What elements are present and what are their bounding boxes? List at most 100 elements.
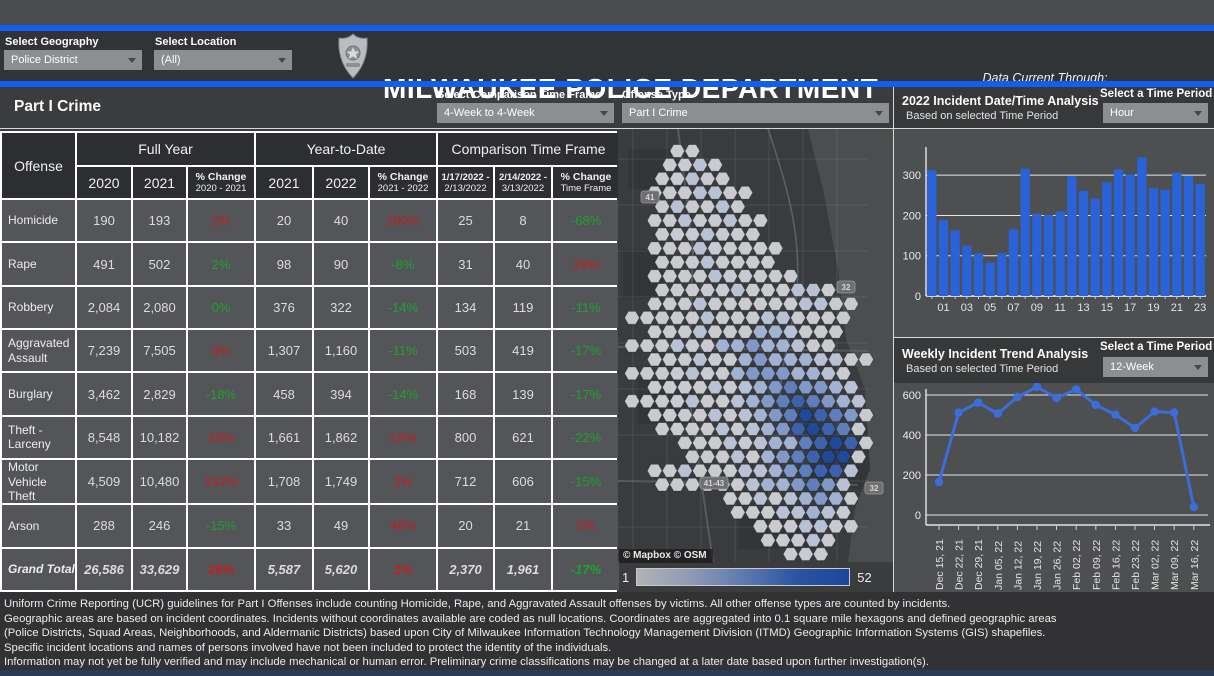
sub-header: % Change Time Frame	[553, 167, 619, 198]
hex-bin	[775, 366, 791, 381]
hex-bin	[707, 380, 723, 395]
hex-bin	[767, 380, 784, 395]
hex-bin	[835, 477, 852, 492]
hex-bin	[835, 394, 852, 409]
value-cell: 2,080	[133, 286, 186, 329]
comparison-select[interactable]: 4-Week to 4-Week	[437, 103, 614, 123]
hex-bin	[639, 394, 655, 409]
offense-cell: Homicide	[2, 200, 75, 242]
group-header-ytd: Year-to-Date	[256, 133, 436, 165]
location-select[interactable]: (All)	[154, 50, 292, 70]
hour-bar	[1125, 174, 1135, 296]
hex-bin	[707, 352, 723, 367]
hex-bin	[782, 269, 799, 283]
hex-bin	[722, 436, 738, 450]
week-point	[1170, 408, 1179, 417]
svg-text:21: 21	[1171, 302, 1183, 314]
hex-bin	[669, 283, 686, 297]
hour-bar	[1043, 215, 1054, 296]
hex-bin	[820, 283, 837, 297]
hex-bin	[752, 519, 769, 534]
hex-bin	[820, 338, 837, 353]
hex-bin	[624, 310, 640, 325]
value-cell: 712	[438, 460, 493, 504]
hex-bin	[669, 366, 686, 381]
hex-bin	[797, 463, 814, 478]
percent-change-cell: -14%	[370, 373, 436, 415]
time-period-select-2[interactable]: 12-Week	[1103, 357, 1208, 377]
part1-crime-table: Offense Full Year Year-to-Date Compariso…	[0, 131, 619, 592]
hex-bin	[729, 227, 746, 242]
crime-hex-map[interactable]: 41 32 41-43 32	[618, 129, 893, 562]
time-period-select-1[interactable]: Hour	[1103, 103, 1208, 123]
hour-chart-title: 2022 Incident Date/Time Analysis	[902, 94, 1099, 108]
percent-change-cell: -68%	[553, 200, 619, 242]
week-point	[1013, 392, 1022, 402]
hex-bin	[767, 241, 784, 256]
value-cell: 40	[495, 243, 551, 285]
hex-bin	[760, 283, 776, 297]
hex-bin	[744, 505, 761, 520]
hex-bin	[676, 297, 693, 311]
disclaimer-line: Information may not yet be fully verifie…	[4, 656, 929, 669]
hex-bin	[722, 380, 738, 395]
hex-bin	[737, 213, 754, 228]
svg-text:41: 41	[646, 193, 655, 202]
week-point	[934, 477, 944, 487]
weekly-line-chart[interactable]: 0 200 400 600 Dec 15, 21 Dec 22, 21 Dec 29, 21…	[894, 383, 1214, 592]
hex-bin	[669, 227, 686, 242]
hex-bin	[782, 297, 799, 311]
hex-bin	[843, 408, 859, 422]
offense-type-select[interactable]: Part I Crime	[622, 103, 889, 123]
hex-bin	[699, 227, 716, 242]
route-shield	[864, 481, 884, 495]
hex-bin	[835, 505, 852, 520]
hex-bin	[646, 297, 663, 311]
hex-bin	[646, 463, 663, 478]
value-cell: 2,829	[133, 373, 186, 415]
hex-bin	[820, 533, 837, 548]
comparison-select-value: 4-Week to 4-Week	[444, 107, 535, 119]
hour-bar	[1172, 172, 1182, 296]
hex-bin	[797, 380, 814, 395]
hex-bin	[654, 283, 671, 297]
hour-chart-header: 2022 Incident Date/Time Analysis Based o…	[894, 87, 1214, 128]
hex-bin	[722, 297, 738, 311]
hex-bin	[827, 463, 844, 478]
hex-bin	[827, 436, 844, 450]
value-cell: 10,182	[133, 416, 186, 459]
geography-select[interactable]: Police District	[4, 50, 142, 70]
hex-bin	[676, 213, 693, 228]
hex-bin	[714, 394, 731, 409]
svg-text:100: 100	[903, 251, 921, 263]
hex-bin	[790, 477, 806, 492]
hex-bin	[790, 533, 806, 548]
percent-change-cell: 26%	[188, 548, 254, 590]
hour-chart-subtitle: Based on selected Time Period	[906, 110, 1059, 122]
hour-bar	[950, 230, 960, 296]
hex-bin	[661, 158, 678, 172]
percent-change-cell: -15%	[188, 505, 254, 547]
hex-bin	[744, 283, 761, 297]
hex-bin	[805, 310, 822, 325]
hex-bin	[692, 352, 708, 367]
value-cell: 190	[77, 200, 131, 242]
hour-bar	[1078, 190, 1089, 296]
hex-bin	[692, 269, 708, 283]
hour-bar	[1067, 176, 1077, 296]
hex-bin	[782, 380, 799, 395]
week-point	[1091, 400, 1100, 410]
hex-bin	[827, 519, 844, 534]
hour-bar-chart[interactable]: 0 100 200 300 01 03 05 07 09 11 13 15 17 19 21 23	[894, 129, 1214, 337]
hex-bin	[827, 297, 844, 311]
hex-bin	[654, 422, 671, 436]
hex-bin	[797, 547, 814, 561]
hex-bin	[775, 505, 791, 520]
week-point	[974, 398, 983, 407]
hex-bin	[692, 241, 708, 256]
hex-bin	[729, 255, 746, 270]
hex-bin	[692, 463, 708, 478]
hex-bin	[714, 366, 731, 381]
hex-bin	[714, 449, 731, 464]
percent-change-cell: 5%	[553, 505, 619, 547]
